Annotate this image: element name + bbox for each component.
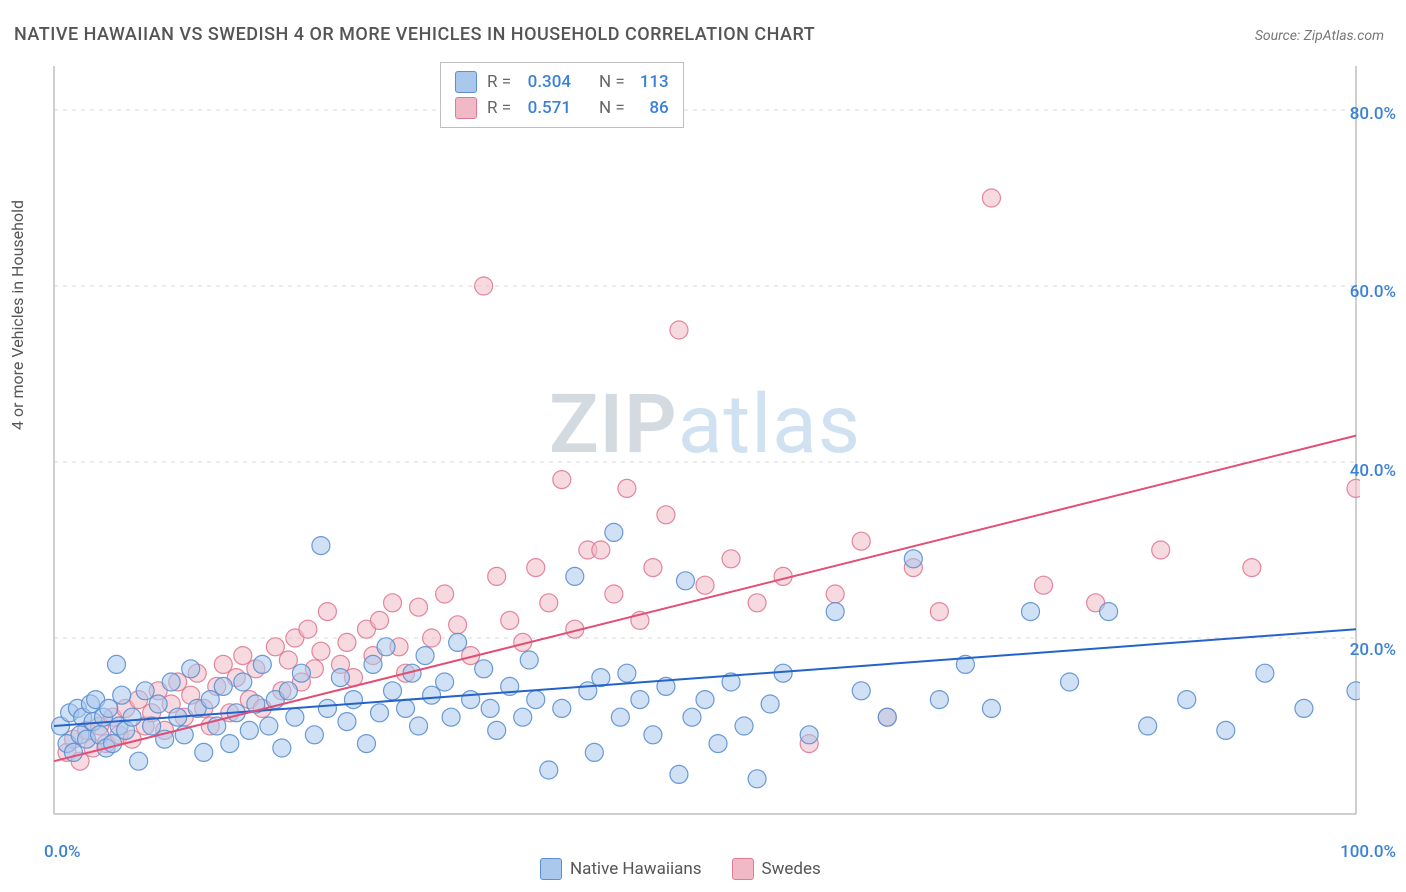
r-value-2: 0.571 [521, 98, 571, 118]
r-value-1: 0.304 [521, 72, 571, 92]
legend-swatch-swedes [732, 858, 754, 880]
ytick-60: 60.0% [1350, 282, 1396, 302]
legend-swatch-hawaiian [540, 858, 562, 880]
y-axis-label: 4 or more Vehicles in Household [8, 200, 27, 430]
r-label-2: R = [487, 98, 511, 118]
stats-legend-box: R = 0.304 N = 113 R = 0.571 N = 86 [440, 62, 684, 128]
chart-title: NATIVE HAWAIIAN VS SWEDISH 4 OR MORE VEH… [14, 24, 815, 45]
legend-label-hawaiian: Native Hawaiians [570, 859, 702, 879]
stats-row-hawaiian: R = 0.304 N = 113 [455, 69, 669, 95]
xtick-0: 0.0% [44, 842, 81, 862]
source-attribution: Source: ZipAtlas.com [1255, 28, 1384, 44]
chart-container: NATIVE HAWAIIAN VS SWEDISH 4 OR MORE VEH… [0, 0, 1406, 892]
ytick-80: 80.0% [1350, 104, 1396, 124]
bottom-legend: Native Hawaiians Swedes [540, 858, 821, 880]
legend-item-hawaiian: Native Hawaiians [540, 858, 702, 880]
ytick-20: 20.0% [1350, 640, 1396, 660]
scatter-plot-svg [50, 60, 1360, 820]
plot-area: ZIPatlas [50, 60, 1360, 820]
n-value-1: 113 [635, 72, 669, 92]
n-value-2: 86 [635, 98, 669, 118]
ytick-40: 40.0% [1350, 461, 1396, 481]
xtick-100: 100.0% [1340, 842, 1396, 862]
legend-label-swedes: Swedes [762, 859, 821, 879]
swatch-swedes [455, 97, 477, 119]
n-label-1: N = [599, 72, 625, 92]
stats-row-swedes: R = 0.571 N = 86 [455, 95, 669, 121]
n-label-2: N = [599, 98, 625, 118]
swatch-hawaiian [455, 71, 477, 93]
r-label-1: R = [487, 72, 511, 92]
legend-item-swedes: Swedes [732, 858, 821, 880]
